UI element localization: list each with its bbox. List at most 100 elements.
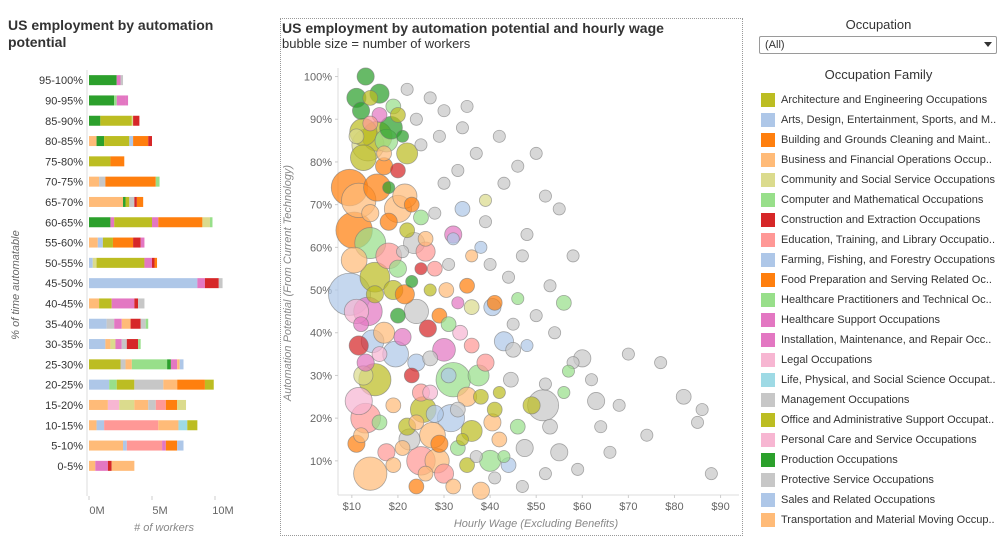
scatter-bubble[interactable] <box>390 307 406 324</box>
bar-segment[interactable] <box>105 176 156 187</box>
scatter-bubble[interactable] <box>353 316 369 333</box>
bar-segment[interactable] <box>138 298 145 309</box>
scatter-bubble[interactable] <box>356 67 375 86</box>
bar-segment[interactable] <box>104 136 130 147</box>
bar-segment[interactable] <box>114 95 117 106</box>
scatter-bubble[interactable] <box>486 401 503 418</box>
scatter-bubble[interactable] <box>479 215 492 229</box>
scatter-bubble[interactable] <box>473 388 489 405</box>
scatter-bubble[interactable] <box>408 478 425 495</box>
scatter-bubble[interactable] <box>408 414 425 431</box>
bar-segment[interactable] <box>114 217 152 228</box>
scatter-bubble[interactable] <box>446 232 460 246</box>
scatter-bubble[interactable] <box>585 373 598 387</box>
legend-item[interactable]: Production Occupations <box>761 450 1005 470</box>
bar-segment[interactable] <box>148 136 152 147</box>
legend-item[interactable]: Farming, Fishing, and Forestry Occupatio… <box>761 250 1005 270</box>
scatter-bubble[interactable] <box>405 275 419 288</box>
scatter-bubble[interactable] <box>552 202 566 216</box>
scatter-bubble[interactable] <box>440 316 457 333</box>
bar-segment[interactable] <box>89 359 121 370</box>
scatter-bubble[interactable] <box>409 112 423 126</box>
legend-item[interactable]: Education, Training, and Library Occupat… <box>761 230 1005 250</box>
scatter-bubble[interactable] <box>376 145 392 162</box>
bar-segment[interactable] <box>114 318 122 329</box>
scatter-bubble[interactable] <box>451 296 465 310</box>
bar-segment[interactable] <box>92 257 97 268</box>
bar-segment[interactable] <box>110 339 116 350</box>
bar-segment[interactable] <box>89 420 97 431</box>
scatter-bubble[interactable] <box>399 222 415 239</box>
bar-segment[interactable] <box>158 420 179 431</box>
scatter-bubble[interactable] <box>414 138 428 152</box>
bar-segment[interactable] <box>133 115 140 126</box>
scatter-bubble[interactable] <box>426 260 443 277</box>
bar-segment[interactable] <box>112 237 134 248</box>
scatter-bubble[interactable] <box>471 481 490 500</box>
bar-segment[interactable] <box>140 237 145 248</box>
bar-segment[interactable] <box>134 379 164 390</box>
scatter-bubble[interactable] <box>491 431 508 448</box>
scatter-bubble[interactable] <box>425 404 444 423</box>
bar-segment[interactable] <box>125 95 129 106</box>
scatter-bubble[interactable] <box>403 367 420 384</box>
bar-segment[interactable] <box>152 257 155 268</box>
scatter-bubble[interactable] <box>437 104 451 118</box>
bar-segment[interactable] <box>120 359 126 370</box>
scatter-bubble[interactable] <box>486 295 503 311</box>
scatter-bubble[interactable] <box>430 434 449 453</box>
scatter-bubble[interactable] <box>348 128 365 145</box>
bar-segment[interactable] <box>99 298 112 309</box>
bar-segment[interactable] <box>129 136 134 147</box>
scatter-bubble[interactable] <box>418 319 437 338</box>
bar-segment[interactable] <box>131 115 134 126</box>
bar-segment[interactable] <box>202 217 210 228</box>
bar-segment[interactable] <box>116 75 121 86</box>
bar-segment[interactable] <box>107 399 120 410</box>
scatter-bubble[interactable] <box>557 386 571 400</box>
legend-item[interactable]: Sales and Related Occupations <box>761 490 1005 510</box>
scatter-bubble[interactable] <box>488 471 502 485</box>
scatter-bubble[interactable] <box>492 386 506 400</box>
bar-segment[interactable] <box>89 237 98 248</box>
scatter-bubble[interactable] <box>393 328 412 347</box>
scatter-bubble[interactable] <box>538 467 552 481</box>
legend-item[interactable]: Transportation and Material Moving Occup… <box>761 510 1005 530</box>
occupation-dropdown[interactable]: (All) <box>759 36 997 54</box>
scatter-bubble[interactable] <box>542 418 558 435</box>
bar-segment[interactable] <box>106 318 115 329</box>
scatter-bubble[interactable] <box>654 356 668 370</box>
bar-segment[interactable] <box>107 460 112 471</box>
scatter-bubble[interactable] <box>640 428 654 442</box>
bar-segment[interactable] <box>95 460 108 471</box>
scatter-bubble[interactable] <box>423 283 437 297</box>
bar-segment[interactable] <box>116 379 135 390</box>
legend-item[interactable]: Office and Administrative Support Occupa… <box>761 410 1005 430</box>
bar-segment[interactable] <box>133 237 141 248</box>
bar-segment[interactable] <box>89 136 97 147</box>
bar-segment[interactable] <box>102 237 113 248</box>
bar-segment[interactable] <box>97 237 103 248</box>
bar-segment[interactable] <box>89 278 198 289</box>
bar-segment[interactable] <box>89 217 111 228</box>
scatter-bubble[interactable] <box>350 144 377 171</box>
scatter-bubble[interactable] <box>432 338 456 362</box>
scatter-bubble[interactable] <box>362 90 379 106</box>
scatter-bubble[interactable] <box>417 465 434 482</box>
scatter-bubble[interactable] <box>340 246 368 274</box>
scatter-bubble[interactable] <box>497 176 511 190</box>
legend-item[interactable]: Management Occupations <box>761 390 1005 410</box>
legend-item[interactable]: Community and Social Service Occupations <box>761 170 1005 190</box>
scatter-bubble[interactable] <box>529 146 543 160</box>
scatter-bubble[interactable] <box>612 398 626 412</box>
scatter-chart[interactable]: 10% 20% 30% 40% 50% 60% 70% 80% 90% 100% $10 $20 $3… <box>281 55 741 535</box>
legend-item[interactable]: Arts, Design, Entertainment, Sports, and… <box>761 110 1005 130</box>
scatter-bubble[interactable] <box>550 443 569 462</box>
bar-segment[interactable] <box>123 440 127 451</box>
bar-segment[interactable] <box>125 196 130 207</box>
bar-segment[interactable] <box>89 176 100 187</box>
scatter-bubble[interactable] <box>442 257 456 271</box>
scatter-bubble[interactable] <box>594 420 608 434</box>
scatter-bubble[interactable] <box>451 163 465 177</box>
bar-segment[interactable] <box>126 339 139 350</box>
